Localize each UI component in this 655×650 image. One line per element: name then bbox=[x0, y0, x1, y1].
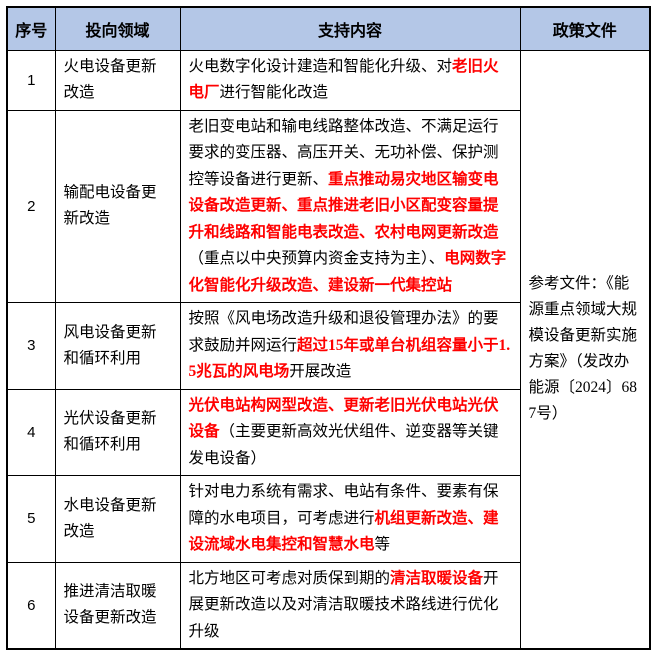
header-policy-document: 政策文件 bbox=[519, 6, 651, 51]
support-text-highlight: 老旧火电厂 bbox=[188, 57, 499, 102]
support-cell: 按照《风电场改造升级和退役管理办法》的要求鼓励并网运行超过15年或单台机组容量小… bbox=[179, 302, 521, 390]
support-text: （重点以中央预算内资金支持为主）、 bbox=[188, 250, 445, 267]
table-row: 5 水电设备更新改造 针对电力系统有需求、电站有条件、要素有保障的水电项目，可考… bbox=[6, 475, 650, 563]
row-number: 6 bbox=[6, 561, 56, 650]
support-cell: 老旧变电站和输电线路整体改造、不满足运行要求的变压器、高压开关、无功补偿、保护测… bbox=[179, 109, 521, 303]
equipment-update-table: 序号 投向领域 支持内容 政策文件 1 火电设备更新改造 火电数字化设计建造和智… bbox=[6, 6, 651, 650]
header-row: 序号 投向领域 支持内容 政策文件 bbox=[6, 6, 651, 51]
field-cell: 输配电设备更新改造 bbox=[54, 109, 181, 303]
support-text-highlight: 机组更新改造、建设流域水电集控和智慧水电 bbox=[188, 509, 499, 554]
policy-document-cell: 参考文件：《能源重点领域大规模设备更新实施方案》（发改办能源〔2024〕687号… bbox=[519, 49, 651, 650]
row-number: 1 bbox=[6, 49, 56, 111]
header-serial-number: 序号 bbox=[6, 6, 56, 51]
support-text-highlight: 重点推动易灾地区输变电设备改造更新、重点推进老旧小区配变容量提升和线路和智能电表… bbox=[188, 170, 499, 241]
support-text: 等 bbox=[374, 536, 391, 553]
field-cell: 火电设备更新改造 bbox=[54, 49, 181, 111]
support-text-highlight: 电网数字化智能化升级改造、建设新一代集控站 bbox=[188, 250, 507, 294]
table-row: 3 风电设备更新和循环利用 按照《风电场改造升级和退役管理办法》的要求鼓励并网运… bbox=[6, 302, 650, 390]
support-text-highlight: 超过15年或单台机组容量小于1.5兆瓦的风电场 bbox=[188, 336, 511, 381]
row-number: 4 bbox=[6, 388, 56, 476]
support-text-highlight: 光伏电站构网型改造、更新老旧光伏电站光伏设备 bbox=[188, 396, 499, 441]
table-row: 2 输配电设备更新改造 老旧变电站和输电线路整体改造、不满足运行要求的变压器、高… bbox=[6, 109, 650, 303]
support-cell: 火电数字化设计建造和智能化升级、对老旧火电厂进行智能化改造 bbox=[179, 49, 521, 111]
row-number: 2 bbox=[6, 109, 56, 303]
row-number: 3 bbox=[6, 302, 56, 390]
row-number: 5 bbox=[6, 475, 56, 563]
field-cell: 水电设备更新改造 bbox=[54, 475, 181, 563]
support-cell: 北方地区可考虑对质保到期的清洁取暖设备开展更新改造以及对清洁取暖技术路线进行优化… bbox=[179, 561, 521, 650]
support-text: 老旧变电站和输电线路整体改造、不满足运行要求的变压器、高压开关、无功补偿、保护测… bbox=[188, 117, 499, 188]
support-cell: 光伏电站构网型改造、更新老旧光伏电站光伏设备（主要更新高效光伏组件、逆变器等关键… bbox=[179, 388, 521, 476]
support-cell: 针对电力系统有需求、电站有条件、要素有保障的水电项目，可考虑进行机组更新改造、建… bbox=[179, 475, 521, 563]
support-text-highlight: 清洁取暖设备 bbox=[390, 569, 484, 587]
support-text: （主要更新高效光伏组件、逆变器等关键发电设备） bbox=[188, 423, 499, 467]
support-text: 火电数字化设计建造和智能化升级、对 bbox=[188, 57, 453, 75]
header-investment-field: 投向领域 bbox=[54, 6, 181, 51]
support-text: 开展改造 bbox=[289, 363, 352, 380]
field-cell: 光伏设备更新和循环利用 bbox=[54, 388, 181, 476]
field-cell: 推进清洁取暖设备更新改造 bbox=[54, 561, 181, 650]
field-cell: 风电设备更新和循环利用 bbox=[54, 302, 181, 390]
table-row: 1 火电设备更新改造 火电数字化设计建造和智能化升级、对老旧火电厂进行智能化改造… bbox=[6, 49, 651, 650]
support-text: 按照《风电场改造升级和退役管理办法》的要求鼓励并网运行 bbox=[188, 310, 499, 354]
table-row: 4 光伏设备更新和循环利用 光伏电站构网型改造、更新老旧光伏电站光伏设备（主要更… bbox=[6, 388, 650, 476]
support-text: 针对电力系统有需求、电站有条件、要素有保障的水电项目，可考虑进行 bbox=[188, 483, 499, 527]
support-text: 进行智能化改造 bbox=[219, 84, 329, 101]
support-text: 北方地区可考虑对质保到期的 bbox=[188, 569, 391, 587]
header-support-content: 支持内容 bbox=[179, 6, 521, 51]
